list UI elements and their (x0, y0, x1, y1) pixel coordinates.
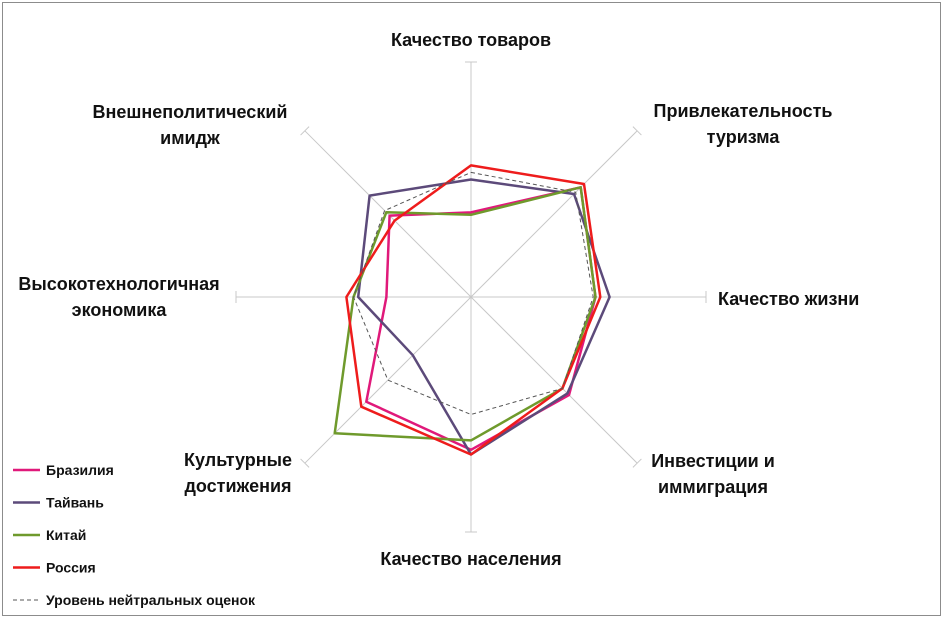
axis-label-4: Качество населения (380, 549, 561, 569)
axis-label-line: Качество товаров (391, 30, 551, 50)
axis-end-tick-7 (300, 126, 310, 136)
axis-label-line: Привлекательность (654, 101, 833, 121)
axis-line-1 (470, 130, 638, 298)
legend-label-2: Китай (46, 527, 86, 543)
series-layer (333, 164, 611, 456)
axis-label-1: Привлекательность туризма (654, 101, 833, 147)
axis-labels-layer: Качество товаров Привлекательность туризма… (18, 30, 859, 569)
axis-label-line: Высокотехнологичная (18, 274, 219, 294)
legend-label-4: Уровень нейтральных оценок (46, 592, 256, 608)
axis-label-line: иммиграция (658, 477, 768, 497)
axis-label-line: туризма (707, 127, 781, 147)
axis-label-line: имидж (160, 128, 220, 148)
axis-label-line: Инвестиции и (651, 451, 775, 471)
axis-label-0: Качество товаров (391, 30, 551, 50)
axis-label-6: Высокотехнологичная экономика (18, 274, 219, 320)
series-line-3 (345, 164, 602, 456)
axis-end-tick-5 (300, 458, 310, 468)
legend-label-1: Тайвань (46, 495, 104, 511)
axis-label-line: Качество жизни (718, 289, 859, 309)
axis-line-3 (470, 296, 638, 464)
axis-label-5: Культурные достижения (184, 450, 292, 496)
axes-layer (235, 61, 707, 533)
axis-label-3: Инвестиции и иммиграция (651, 451, 775, 497)
axis-label-line: Внешнеполитический (93, 102, 288, 122)
legend: Бразилия Тайвань Китай Россия Уровень нейтра… (13, 462, 256, 608)
axis-label-line: достижения (184, 476, 291, 496)
axis-label-2: Качество жизни (718, 289, 859, 309)
legend-label-0: Бразилия (46, 462, 114, 478)
series-line-4 (353, 171, 594, 415)
series-line-2 (333, 186, 597, 442)
axis-label-7: Внешнеполитический имидж (93, 102, 288, 148)
axis-end-tick-3 (632, 458, 642, 468)
axis-label-line: экономика (72, 300, 168, 320)
legend-label-3: Россия (46, 560, 96, 576)
axis-line-5 (304, 296, 472, 464)
axis-line-7 (304, 130, 472, 298)
axis-label-line: Качество населения (380, 549, 561, 569)
axis-label-line: Культурные (184, 450, 292, 470)
axis-end-tick-1 (632, 126, 642, 136)
